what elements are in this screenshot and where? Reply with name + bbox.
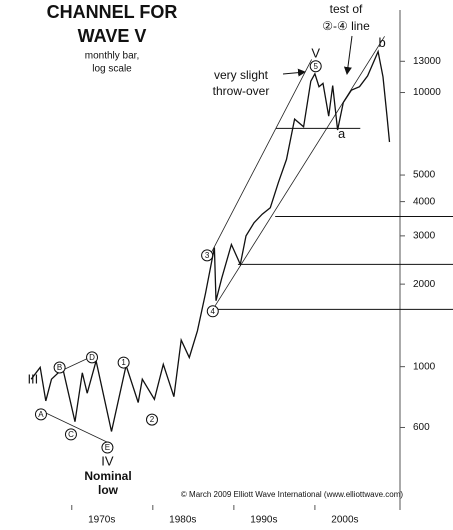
wave-label: 1 <box>121 358 126 367</box>
title: WAVE V <box>78 26 147 46</box>
wave-label: III <box>27 371 38 386</box>
wave-label: 2 <box>150 415 155 424</box>
wave-circle <box>53 361 66 374</box>
wave-circle <box>101 441 114 454</box>
channel-line <box>210 59 313 254</box>
wave-label: E <box>105 443 110 452</box>
wave-circle <box>117 356 130 369</box>
wave-label: b <box>379 35 386 50</box>
y-tick-label: 600 <box>413 422 430 433</box>
arrow <box>282 68 306 77</box>
wave-circle <box>86 351 99 364</box>
subtitle: log scale <box>92 64 132 75</box>
wave-circle <box>64 428 77 441</box>
x-tick-label: 2000s <box>331 515 358 526</box>
y-tick-label: 4000 <box>413 196 436 207</box>
wave-circle <box>201 249 214 262</box>
wave-label: 4 <box>211 307 216 316</box>
price-line <box>30 49 391 432</box>
subtitle: monthly bar, <box>85 51 139 62</box>
wave-label: V <box>311 45 320 60</box>
wave-label: A <box>38 410 44 419</box>
annotation: Nominal <box>84 469 131 483</box>
annotation: test of <box>330 2 363 16</box>
wave-label: D <box>89 353 95 362</box>
y-tick-label: 2000 <box>413 279 436 290</box>
y-tick-label: 13000 <box>413 56 441 67</box>
wave-label: B <box>57 363 62 372</box>
annotation: throw-over <box>213 84 270 98</box>
annotation: very slight <box>214 68 269 82</box>
wave-circle <box>34 408 47 421</box>
wave-circle <box>309 60 322 73</box>
title: CHANNEL FOR <box>47 2 178 22</box>
credit: © March 2009 Elliott Wave International … <box>181 490 403 499</box>
channel-line <box>214 36 385 307</box>
wave-label: 3 <box>205 251 210 260</box>
x-tick-label: 1980s <box>169 515 196 526</box>
wave-label: C <box>68 430 74 439</box>
arrow <box>343 35 353 75</box>
x-tick-label: 1970s <box>88 515 115 526</box>
x-tick-label: 1990s <box>250 515 277 526</box>
y-tick-label: 1000 <box>413 361 436 372</box>
wave-circle <box>146 413 158 426</box>
annotation: ②-④ line <box>322 19 370 33</box>
wave-label: 5 <box>313 62 318 71</box>
y-tick-label: 10000 <box>413 87 441 98</box>
channel-line <box>37 408 108 443</box>
wave-label: a <box>338 126 346 141</box>
wave-label: IV <box>101 453 114 468</box>
annotation: low <box>98 483 119 497</box>
wave-circle <box>206 305 219 318</box>
y-tick-label: 5000 <box>413 170 436 181</box>
y-tick-label: 3000 <box>413 231 436 242</box>
